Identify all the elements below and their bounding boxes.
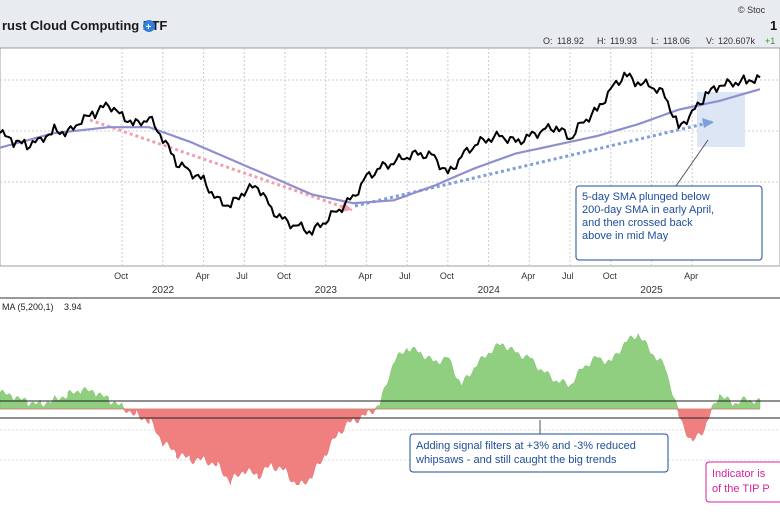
filter-callout-box — [409, 433, 669, 473]
x-tick-label: 2022 — [152, 285, 175, 296]
svg-text:120.607k: 120.607k — [718, 36, 756, 46]
indicator-label: MA (5,200,1) — [2, 302, 54, 312]
chart-title: rust Cloud Computing ETF — [2, 18, 167, 33]
x-tick-label: Oct — [603, 271, 618, 281]
x-tick-label: Oct — [440, 271, 455, 281]
svg-text:V:: V: — [706, 36, 714, 46]
svg-text:118.06: 118.06 — [663, 36, 690, 46]
indicator-negative-area — [0, 408, 760, 490]
svg-text:119.93: 119.93 — [610, 36, 637, 46]
indicator-positive-area — [0, 333, 761, 410]
svg-text:+1: +1 — [765, 36, 775, 46]
sma-callout-box — [575, 185, 763, 261]
svg-text:O:: O: — [543, 36, 553, 46]
indicator-value: 3.94 — [64, 302, 82, 312]
svg-text:H:: H: — [597, 36, 606, 46]
svg-text:above in mid May: above in mid May — [582, 230, 669, 242]
x-tick-label: Jul — [236, 271, 248, 281]
svg-text:118.92: 118.92 — [557, 36, 584, 46]
sma-callout-text: 5-day SMA plunged below 200-day SMA in e… — [582, 191, 714, 242]
price-line — [0, 71, 761, 236]
callout-leader — [675, 139, 709, 187]
x-tick-label: Oct — [114, 271, 129, 281]
tip-callout-frame — [705, 461, 780, 503]
filter-callout-line2: whipsaws - and still caught the big tren… — [415, 454, 617, 466]
x-axis: Oct 2022 Apr Jul Oct 2023 Apr Jul Oct 2024 Apr Jul O… — [114, 271, 698, 296]
x-tick-label: Apr — [358, 271, 372, 281]
x-tick-label: Oct — [277, 271, 292, 281]
x-tick-label: 2025 — [640, 285, 663, 296]
price-value: 1 — [770, 18, 777, 33]
x-tick-label: Apr — [196, 271, 210, 281]
x-tick-label: Apr — [521, 271, 535, 281]
ohlc-readout: O: 118.92 H: 119.93 L: 118.06 V: 120.607… — [543, 36, 775, 46]
x-tick-label: 2024 — [478, 285, 501, 296]
bottom-margin — [0, 485, 780, 516]
x-tick-label: 2023 — [315, 285, 338, 296]
arrow-head-up — [702, 118, 714, 128]
svg-text:L:: L: — [651, 36, 659, 46]
svg-text:and then crossed back: and then crossed back — [582, 217, 693, 229]
trend-arrow-down — [89, 118, 353, 212]
price-grid — [0, 48, 780, 266]
tip-text-1: Indicator is — [712, 468, 766, 480]
x-tick-label: Apr — [684, 271, 698, 281]
svg-text:5-day SMA plunged below: 5-day SMA plunged below — [582, 191, 710, 203]
info-icon[interactable]: + — [143, 20, 155, 33]
svg-text:+: + — [146, 22, 152, 33]
x-tick-label: Jul — [562, 271, 574, 281]
svg-text:200-day SMA in early April,: 200-day SMA in early April, — [582, 204, 714, 216]
x-tick-label: Jul — [399, 271, 411, 281]
tip-text-2: of the TIP P — [712, 483, 770, 495]
brand-logo: © Stoc — [738, 5, 766, 15]
filter-callout-line1: Adding signal filters at +3% and -3% red… — [416, 440, 636, 452]
sma200-line — [0, 88, 761, 205]
header-bar — [0, 0, 780, 48]
